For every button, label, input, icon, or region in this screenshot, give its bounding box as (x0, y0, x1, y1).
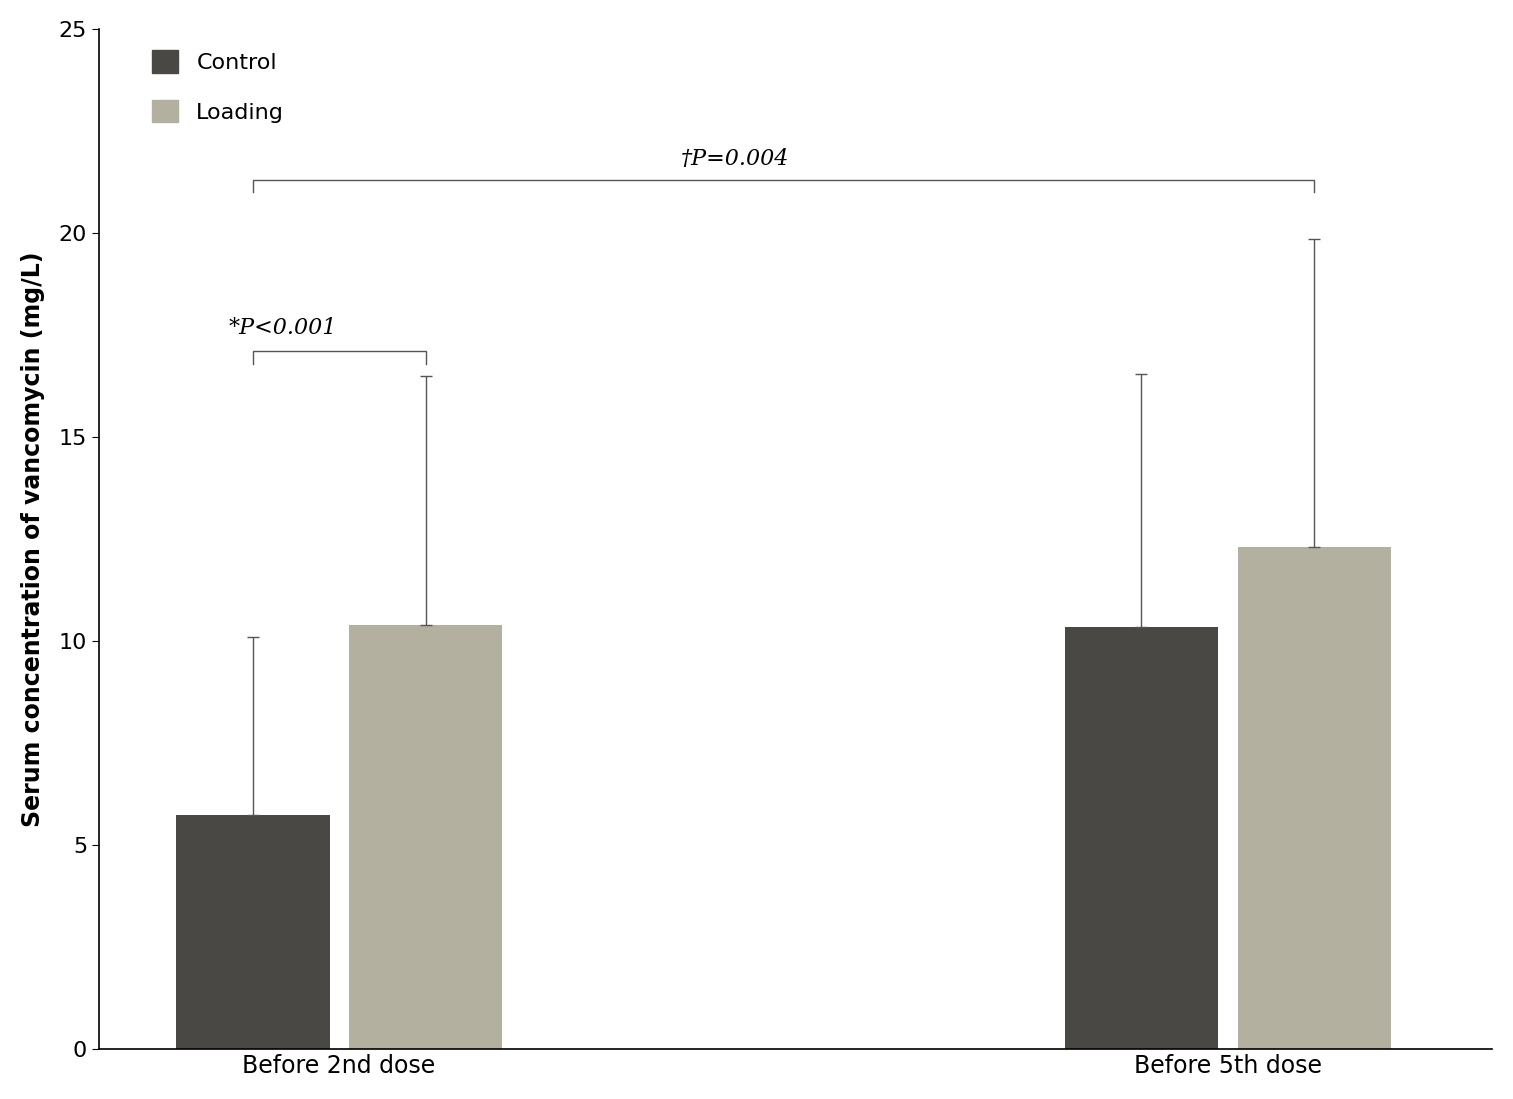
Text: *P<0.001: *P<0.001 (228, 317, 337, 340)
Bar (176, 814, 330, 1050)
Y-axis label: Serum concentration of vancomycin (mg/L): Serum concentration of vancomycin (mg/L) (21, 252, 45, 826)
Bar (1238, 547, 1392, 1050)
Text: †P=0.004: †P=0.004 (681, 147, 790, 169)
Legend: Control, Loading: Control, Loading (151, 51, 284, 123)
Bar (1065, 626, 1218, 1050)
Bar (348, 625, 502, 1050)
